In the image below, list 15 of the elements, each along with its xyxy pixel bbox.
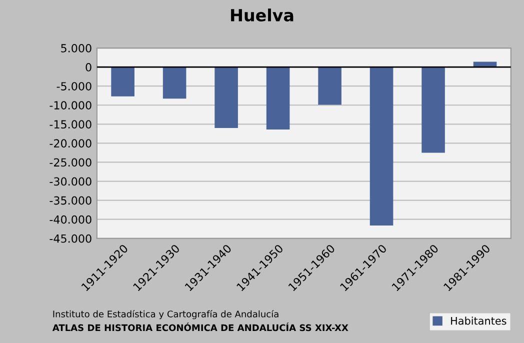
- chart-title: Huelva: [231, 8, 294, 22]
- y-tick-label: 0: [86, 63, 92, 72]
- text: ATLAS DE HISTORIA ECONÓMICA DE ANDALUCÍA SS XIX-XX: [52, 322, 348, 332]
- y-tick-label: -25.000: [50, 158, 92, 167]
- y-tick-label: -20.000: [50, 139, 92, 148]
- y-tick-label: -40.000: [50, 215, 92, 224]
- text: Instituto de Estadística y Cartografía de Andalucía: [53, 310, 278, 320]
- y-tick-label: -35.000: [50, 196, 92, 205]
- y-tick-label: 5.000: [61, 44, 92, 52]
- y-tick-label: -5.000: [56, 82, 92, 90]
- y-tick-label: -10.000: [50, 101, 92, 110]
- y-tick-label: -45.000: [50, 234, 92, 243]
- y-tick-label: -15.000: [50, 120, 92, 129]
- legend-label: Habitantes: [451, 316, 506, 325]
- y-tick-label: -30.000: [50, 177, 92, 186]
